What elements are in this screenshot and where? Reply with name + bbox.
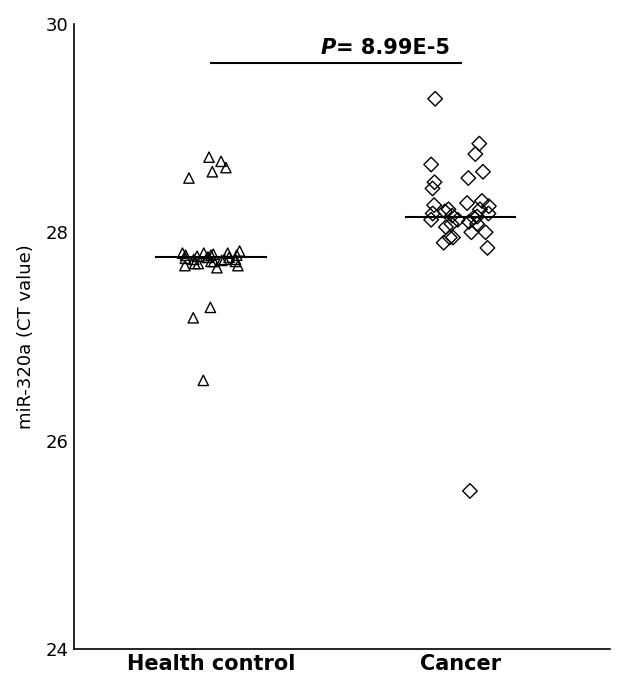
Point xyxy=(233,260,243,271)
Point xyxy=(188,312,198,323)
Point xyxy=(206,249,216,261)
Point xyxy=(206,256,216,267)
Point xyxy=(484,200,494,211)
Point xyxy=(212,262,222,273)
Point xyxy=(477,196,487,207)
Point xyxy=(430,93,440,104)
Point xyxy=(447,210,457,221)
Y-axis label: miR-320a (CT value): miR-320a (CT value) xyxy=(17,244,34,429)
Point xyxy=(429,200,439,211)
Point xyxy=(209,256,219,267)
Point xyxy=(428,183,438,194)
Point xyxy=(475,204,485,215)
Point xyxy=(462,198,472,209)
Point xyxy=(198,375,208,386)
Point xyxy=(472,211,482,222)
Point xyxy=(466,227,477,238)
Point xyxy=(429,177,440,188)
Point xyxy=(189,254,199,265)
Text: = 8.99E-5: = 8.99E-5 xyxy=(335,38,450,58)
Point xyxy=(470,149,480,160)
Point xyxy=(221,162,231,173)
Point xyxy=(463,173,473,184)
Point xyxy=(181,249,191,261)
Point xyxy=(231,254,241,265)
Point xyxy=(469,212,479,223)
Point xyxy=(180,260,190,271)
Point xyxy=(206,302,216,313)
Point xyxy=(439,237,449,248)
Point xyxy=(446,218,456,229)
Point xyxy=(224,252,234,263)
Point xyxy=(216,155,226,167)
Point xyxy=(199,247,209,258)
Point xyxy=(441,222,451,233)
Point xyxy=(426,214,436,225)
Point xyxy=(445,232,455,243)
Point xyxy=(234,245,245,256)
Point xyxy=(478,167,488,178)
Point xyxy=(483,208,493,219)
Point xyxy=(208,167,218,178)
Point xyxy=(208,249,218,260)
Point xyxy=(440,206,450,217)
Point xyxy=(480,227,490,238)
Point xyxy=(181,253,191,264)
Point xyxy=(204,151,214,162)
Point xyxy=(231,256,241,267)
Point xyxy=(474,138,484,149)
Point xyxy=(193,258,203,269)
Point xyxy=(184,173,194,184)
Point xyxy=(232,249,242,261)
Point xyxy=(190,258,200,269)
Point xyxy=(203,252,213,263)
Point xyxy=(203,252,213,263)
Point xyxy=(453,214,463,225)
Point xyxy=(472,218,482,229)
Point xyxy=(464,216,474,227)
Point xyxy=(219,254,229,265)
Point xyxy=(448,232,458,243)
Point xyxy=(223,247,233,258)
Point xyxy=(428,208,438,219)
Text: P: P xyxy=(320,38,335,58)
Point xyxy=(426,159,436,170)
Point xyxy=(177,247,187,258)
Point xyxy=(465,485,475,496)
Point xyxy=(443,204,453,215)
Point xyxy=(482,243,492,254)
Point xyxy=(192,251,202,262)
Point xyxy=(217,255,227,266)
